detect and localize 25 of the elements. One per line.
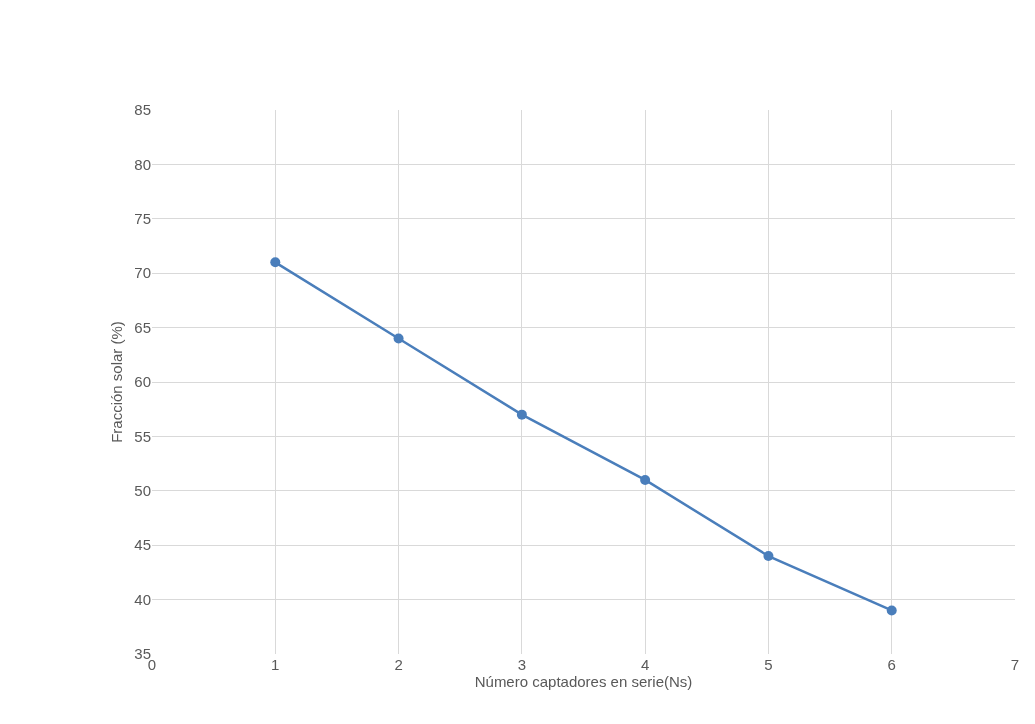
y-tick-label: 60 [134, 373, 151, 391]
x-tick-label: 4 [640, 656, 650, 673]
x-tick-label: 1 [271, 656, 280, 673]
y-tick-label: 70 [134, 264, 151, 282]
y-tick-label: 65 [134, 318, 151, 336]
x-tick-label: 7 [1010, 656, 1020, 673]
y-tick-label: 55 [134, 427, 151, 445]
y-axis-title: Fracción solar (%) [107, 321, 125, 443]
x-tick-label: 5 [764, 656, 773, 673]
y-tick-label: 50 [134, 482, 151, 500]
y-tick-label: 80 [134, 155, 151, 173]
x-tick-label: 6 [887, 656, 896, 673]
point [886, 605, 897, 616]
y-tick-label: 40 [134, 590, 151, 608]
point [270, 257, 281, 268]
point [640, 474, 651, 485]
y-tick-label: 45 [134, 536, 151, 554]
x-tick-label: 2 [394, 656, 403, 673]
y-tick-label: 75 [134, 210, 151, 228]
y-tick-label: 85 [134, 101, 151, 119]
x-tick-label: 3 [517, 656, 527, 673]
point [393, 333, 404, 344]
point [763, 551, 774, 562]
x-axis-title: Número captadores en serie(Ns) [474, 673, 693, 690]
point [516, 409, 527, 420]
